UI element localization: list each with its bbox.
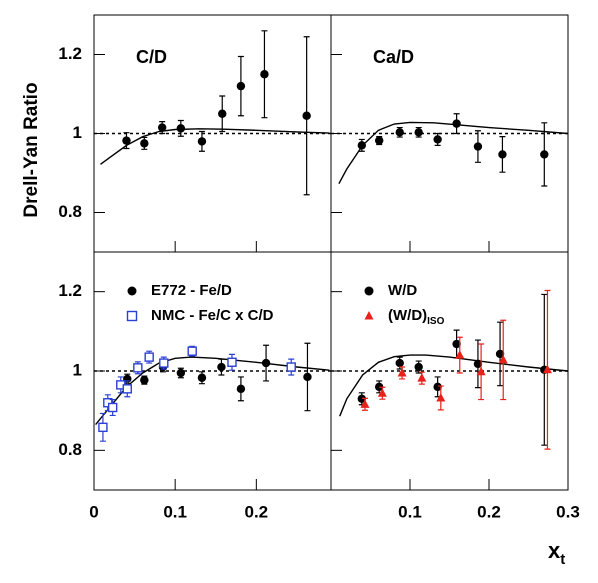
data-point [395, 358, 404, 368]
legend-marker [127, 286, 137, 296]
panel-title: Ca/D [373, 47, 414, 67]
data-point [197, 373, 207, 382]
data-point [236, 81, 246, 91]
data-point [157, 123, 167, 132]
data-point [197, 137, 207, 146]
data-point [498, 354, 508, 364]
data-point [159, 358, 169, 368]
data-point [397, 367, 407, 377]
data-point [360, 399, 370, 408]
x-tick-label: 0 [89, 502, 98, 521]
legend-label-main: NMC - Fe/C x C/D [151, 307, 274, 324]
data-point [217, 362, 226, 372]
y-tick-label: 0.8 [58, 202, 82, 221]
data-point [98, 422, 108, 433]
legend-label: (W/D)ISO [388, 307, 445, 327]
x-tick-label: 0.1 [163, 502, 187, 521]
data-point [357, 141, 367, 150]
model-curve [339, 354, 569, 417]
data-point [436, 392, 446, 402]
y-tick-label: 1 [73, 123, 82, 142]
legend-label-main: W/D [388, 282, 417, 299]
data-point [286, 362, 296, 372]
data-point [140, 375, 149, 385]
data-point [473, 142, 483, 151]
x-tick-label: 0.2 [477, 502, 501, 521]
data-point [374, 136, 384, 145]
legend-label-sub: ISO [427, 316, 444, 327]
y-tick-label: 0.8 [58, 440, 82, 459]
x-tick-label: 0.2 [245, 502, 269, 521]
panel-frame [330, 14, 569, 253]
data-point [261, 358, 271, 368]
data-point [452, 339, 461, 349]
data-point [433, 382, 442, 392]
data-point [260, 70, 269, 79]
data-point [218, 109, 227, 118]
data-point [103, 398, 113, 408]
legend-marker [126, 310, 138, 322]
model-curve [100, 128, 330, 165]
data-point [144, 352, 154, 362]
data-point [414, 362, 423, 372]
legend-marker [364, 286, 374, 296]
y-tick-label: 1.2 [58, 44, 82, 63]
x-axis-label-main: x [548, 538, 561, 563]
data-point [176, 124, 186, 133]
data-point [476, 366, 486, 376]
data-point [542, 364, 552, 374]
data-point [473, 359, 483, 369]
data-point [122, 136, 131, 145]
data-point [377, 388, 387, 397]
data-point [498, 150, 507, 159]
legend-label-main: E772 - Fe/D [151, 282, 232, 299]
data-point [140, 139, 149, 148]
legend-label: W/D [388, 282, 417, 299]
x-tick-label: 0.1 [398, 502, 422, 521]
data-point [133, 363, 143, 373]
legend-label: E772 - Fe/D [151, 282, 232, 299]
data-point [417, 373, 427, 382]
x-axis-label: xt [548, 538, 565, 568]
data-point [303, 372, 312, 382]
data-point [302, 111, 311, 120]
panel-title: C/D [136, 47, 167, 67]
data-point [395, 128, 404, 137]
data-point [236, 384, 246, 394]
data-point [452, 119, 461, 128]
data-point [374, 382, 384, 392]
data-point [122, 384, 132, 394]
data-point [187, 346, 197, 356]
x-tick-label: 0.3 [556, 502, 580, 521]
data-point [540, 150, 549, 159]
data-point [455, 350, 465, 359]
data-point [357, 394, 367, 403]
data-point [414, 128, 423, 137]
data-point [495, 349, 505, 359]
data-point [176, 368, 186, 378]
model-curve [338, 121, 569, 185]
data-point [227, 357, 237, 367]
panel-frame [93, 14, 332, 253]
y-axis-label: Drell-Yan Ratio [21, 82, 42, 217]
data-point [107, 402, 118, 413]
legend-marker [364, 311, 374, 320]
data-point [433, 135, 442, 144]
legend-label: NMC - Fe/C x C/D [151, 307, 274, 324]
y-tick-label: 1 [73, 360, 82, 379]
x-axis-label-sub: t [560, 551, 565, 568]
legend-label-main: (W/D) [388, 307, 427, 324]
y-tick-label: 1.2 [58, 281, 82, 300]
